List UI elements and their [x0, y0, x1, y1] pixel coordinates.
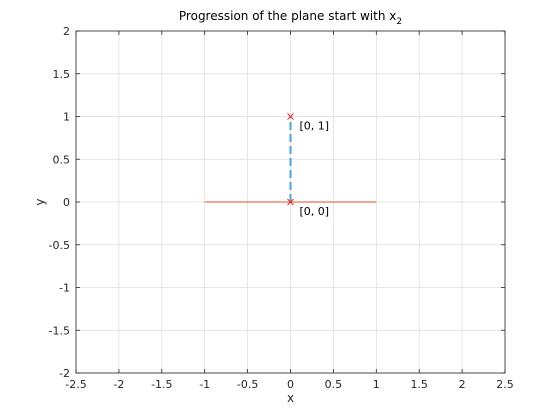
point-annotation: [0, 0] — [300, 205, 330, 218]
chart-title-subscript: 2 — [396, 17, 402, 27]
y-tick-label: -1 — [59, 282, 70, 295]
x-marker-stroke — [287, 198, 294, 206]
y-tick-label: 2 — [63, 25, 70, 38]
x-axis-title: x — [287, 391, 294, 405]
x-marker-stroke — [287, 113, 294, 120]
y-tick-label: -1.5 — [49, 324, 70, 337]
x-tick-label: -1 — [199, 378, 210, 391]
x-tick-label: -2 — [113, 378, 124, 391]
y-tick-label: 1 — [63, 111, 70, 124]
x-tick-label: 1.5 — [410, 378, 428, 391]
y-tick-label: 0.5 — [53, 153, 71, 166]
x-marker-point — [287, 198, 294, 206]
point-annotation: [0, 1] — [300, 120, 330, 133]
tick-layer: -2.5 -2 -1.5 -1 -0.5 0 0.5 1 1.5 2 2.5-2-1.5-1-0.5… — [49, 25, 514, 391]
y-tick-label: 0 — [63, 196, 70, 209]
x-tick-label: 1 — [373, 378, 380, 391]
chart-title-main: Progression of the plane start with x — [179, 9, 396, 23]
chart-title: Progression of the plane start with x2 — [179, 9, 402, 27]
y-tick-label: -0.5 — [49, 239, 70, 252]
x-marker-point — [287, 113, 294, 120]
x-tick-label: -1.5 — [151, 378, 172, 391]
x-tick-label: 0 — [287, 378, 294, 391]
x-tick-label: -2.5 — [65, 378, 86, 391]
x-tick-label: -0.5 — [237, 378, 258, 391]
series-layer — [204, 113, 377, 206]
x-tick-label: 2.5 — [496, 378, 514, 391]
annotation-layer: [0, 1] [0, 0] — [300, 120, 330, 219]
x-tick-label: 2 — [459, 378, 466, 391]
y-tick-label: -2 — [59, 367, 70, 380]
y-axis-title: y — [33, 198, 47, 205]
y-tick-label: 1.5 — [53, 68, 71, 81]
x-tick-label: 0.5 — [325, 378, 343, 391]
